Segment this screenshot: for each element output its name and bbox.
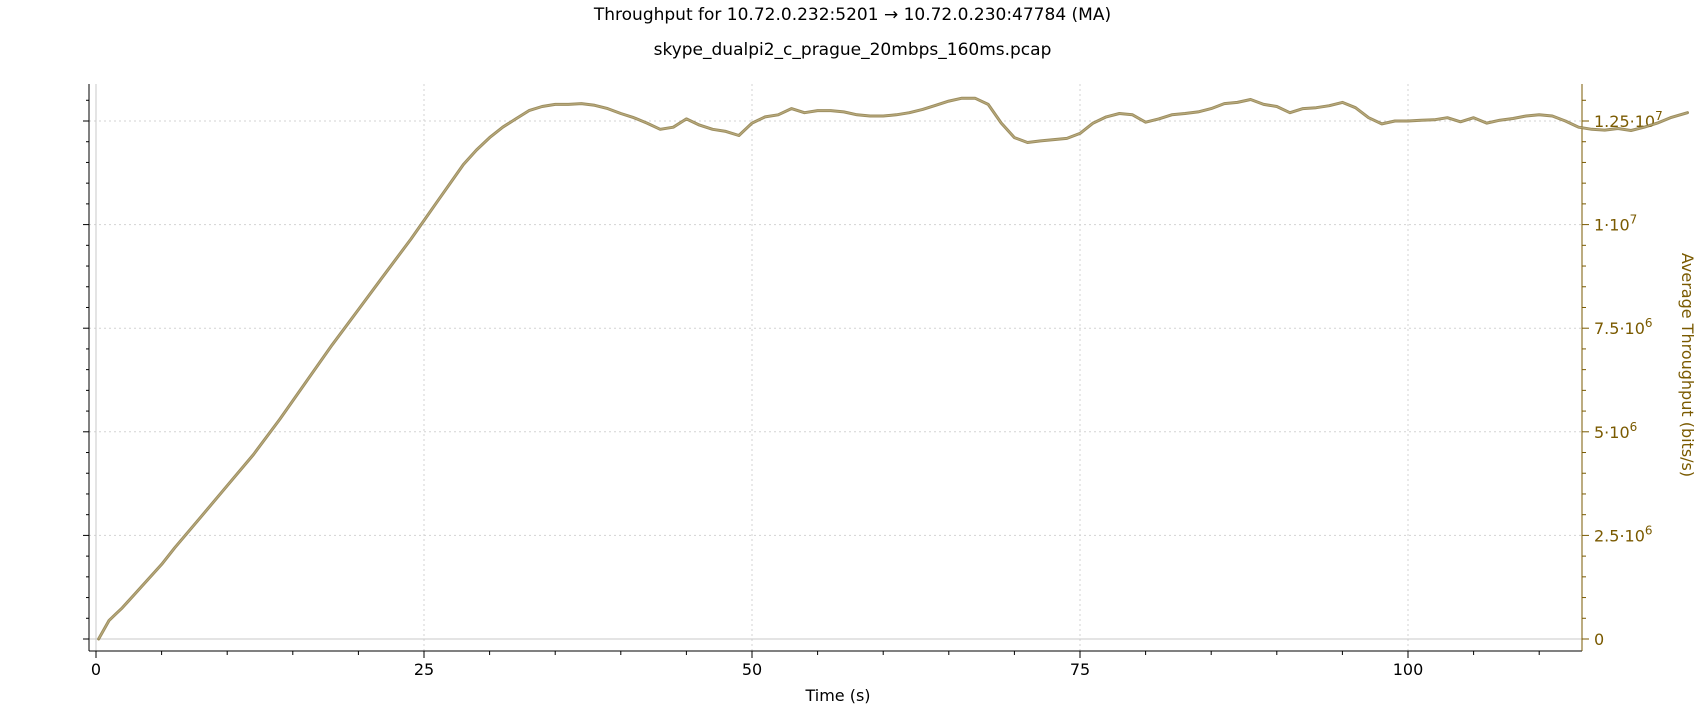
y-tick-label: 2.5·106	[1594, 523, 1653, 545]
y-tick-label: 0	[1594, 630, 1604, 649]
y-tick-label: 5·106	[1594, 420, 1637, 442]
x-axis-label: Time (s)	[804, 686, 870, 705]
series-line-0	[97, 96, 1689, 641]
series-line-highlight-0	[98, 97, 1688, 640]
chart-title: Throughput for 10.72.0.232:5201 → 10.72.…	[593, 5, 1112, 25]
y-tick-label: 1·107	[1594, 213, 1637, 235]
x-tick-label: 25	[414, 660, 434, 679]
axes-frame	[83, 84, 1583, 652]
x-tick-label: 0	[91, 660, 101, 679]
series-lines	[97, 96, 1689, 641]
x-tick-label: 75	[1070, 660, 1090, 679]
y-axis-label: Average Throughput (bits/s)	[1678, 253, 1697, 477]
grid-lines	[89, 84, 1582, 651]
x-axis-ticks: 0 25 50 75 100	[91, 651, 1540, 679]
y-tick-label: 7.5·106	[1594, 316, 1653, 338]
y-tick-label: 1.25·107	[1594, 109, 1663, 131]
y-axis-ticks: 0 2.5·106 5·106 7.5·106 1·107 1.25·107	[1582, 99, 1663, 649]
x-tick-label: 50	[742, 660, 762, 679]
x-tick-label: 100	[1393, 660, 1424, 679]
chart-subtitle: skype_dualpi2_c_prague_20mbps_160ms.pcap	[653, 40, 1052, 60]
